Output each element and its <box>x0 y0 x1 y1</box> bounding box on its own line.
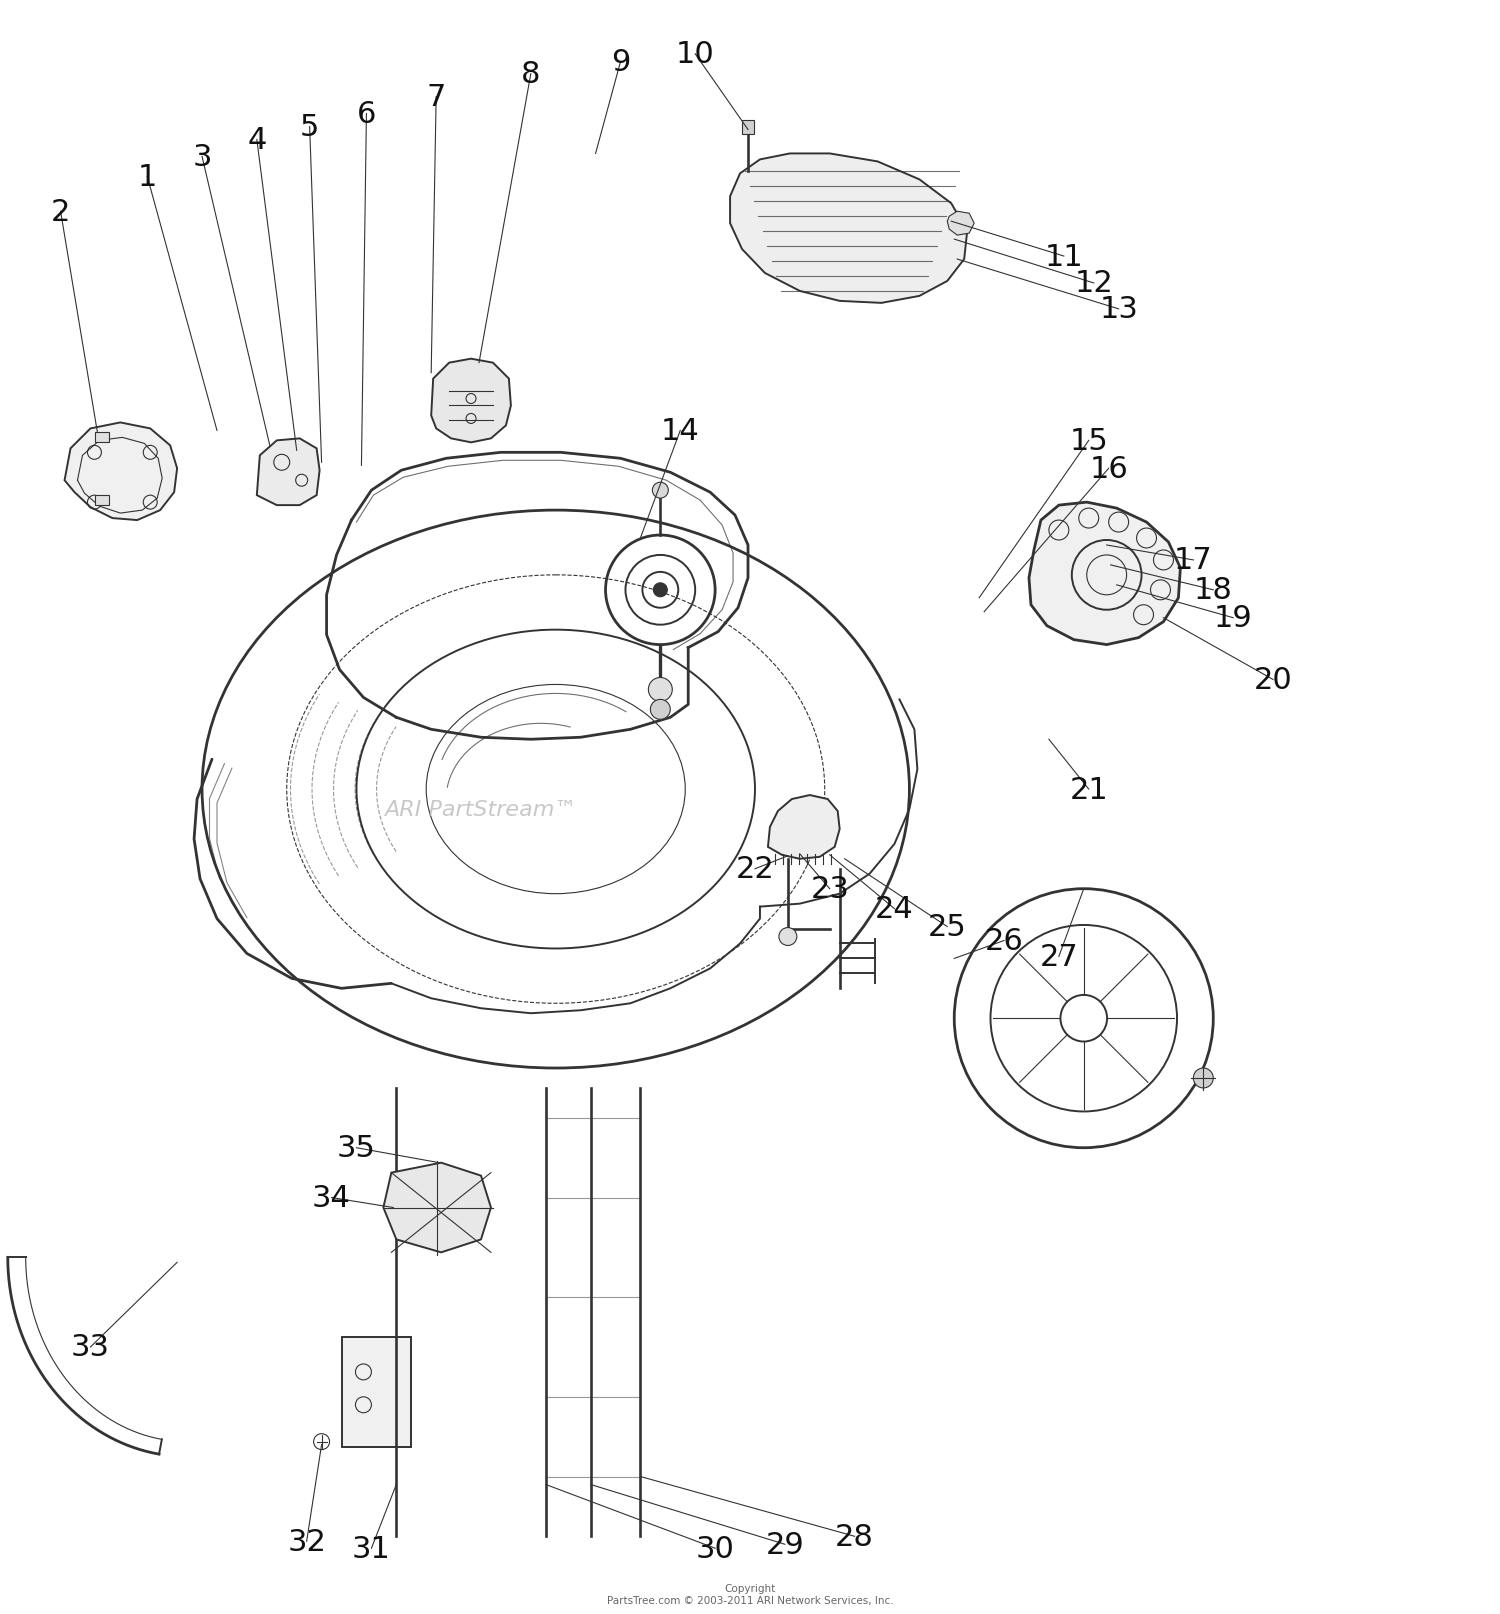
Text: 34: 34 <box>312 1183 351 1212</box>
Text: 28: 28 <box>836 1522 874 1551</box>
Bar <box>96 495 109 505</box>
Text: 2: 2 <box>51 197 70 226</box>
Text: 15: 15 <box>1070 426 1108 455</box>
Polygon shape <box>64 423 177 521</box>
Text: 18: 18 <box>1194 576 1233 605</box>
Polygon shape <box>1029 504 1180 646</box>
Polygon shape <box>430 360 512 444</box>
Text: 26: 26 <box>984 926 1023 955</box>
Text: 6: 6 <box>357 100 376 129</box>
Text: 13: 13 <box>1100 295 1138 324</box>
Text: 31: 31 <box>352 1533 392 1562</box>
Text: 1: 1 <box>138 163 158 192</box>
Circle shape <box>648 678 672 702</box>
Polygon shape <box>948 211 974 236</box>
Text: 20: 20 <box>1254 665 1293 694</box>
Polygon shape <box>384 1164 490 1252</box>
Circle shape <box>1194 1068 1214 1088</box>
Text: 10: 10 <box>676 40 714 69</box>
Text: 8: 8 <box>520 60 540 89</box>
Text: 21: 21 <box>1070 775 1108 804</box>
Text: 5: 5 <box>300 113 320 142</box>
Text: 7: 7 <box>426 82 445 111</box>
Bar <box>96 433 109 444</box>
Text: 11: 11 <box>1044 242 1083 271</box>
Circle shape <box>778 928 796 946</box>
Text: 25: 25 <box>928 912 966 941</box>
Polygon shape <box>256 439 320 505</box>
Text: 35: 35 <box>338 1133 376 1162</box>
Text: 3: 3 <box>192 142 211 171</box>
Text: 23: 23 <box>810 875 849 904</box>
Text: 12: 12 <box>1074 270 1113 299</box>
Text: 19: 19 <box>1214 604 1252 633</box>
Text: Copyright
PartsTree.com © 2003-2011 ARI Network Services, Inc.: Copyright PartsTree.com © 2003-2011 ARI … <box>606 1583 894 1604</box>
Text: 33: 33 <box>70 1333 110 1362</box>
Text: 32: 32 <box>286 1527 326 1556</box>
Bar <box>742 121 754 134</box>
Polygon shape <box>768 796 840 859</box>
Circle shape <box>654 584 668 597</box>
Circle shape <box>651 700 670 720</box>
Text: 4: 4 <box>248 126 267 155</box>
Polygon shape <box>730 155 968 303</box>
Polygon shape <box>342 1338 411 1446</box>
Text: 22: 22 <box>735 855 774 884</box>
Text: 30: 30 <box>696 1533 735 1562</box>
Text: 14: 14 <box>662 416 699 445</box>
Text: 16: 16 <box>1089 455 1128 484</box>
Circle shape <box>652 483 669 499</box>
Text: 24: 24 <box>874 894 914 923</box>
Text: 29: 29 <box>765 1530 804 1559</box>
Text: 17: 17 <box>1174 546 1212 575</box>
Text: ARI PartStream™: ARI PartStream™ <box>384 799 578 820</box>
Text: 27: 27 <box>1040 943 1078 972</box>
Text: 9: 9 <box>610 48 630 77</box>
